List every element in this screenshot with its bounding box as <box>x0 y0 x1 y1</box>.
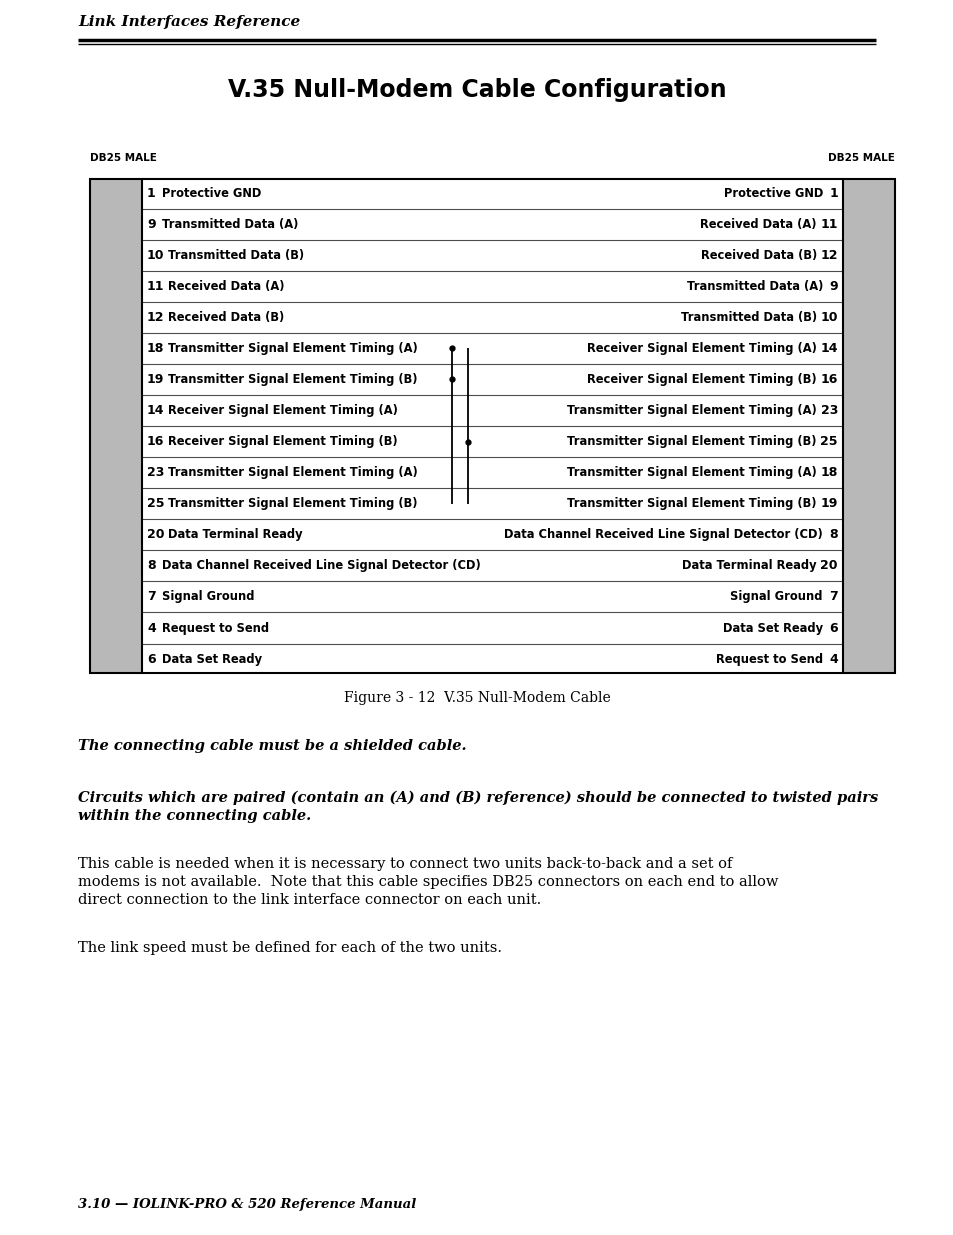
Text: 12: 12 <box>820 248 837 262</box>
Bar <box>842 179 894 673</box>
Text: Data Set Ready: Data Set Ready <box>722 621 822 635</box>
Text: Protective GND: Protective GND <box>162 186 261 200</box>
Text: Transmitter Signal Element Timing (A): Transmitter Signal Element Timing (A) <box>567 404 816 417</box>
Text: 25: 25 <box>820 435 837 448</box>
Text: 9: 9 <box>147 217 155 231</box>
Text: 25: 25 <box>147 498 164 510</box>
Text: 23: 23 <box>147 466 164 479</box>
Text: Figure 3 - 12  V.35 Null-Modem Cable: Figure 3 - 12 V.35 Null-Modem Cable <box>343 692 610 705</box>
Text: Data Channel Received Line Signal Detector (CD): Data Channel Received Line Signal Detect… <box>162 559 480 572</box>
Text: This cable is needed when it is necessary to connect two units back-to-back and : This cable is needed when it is necessar… <box>78 857 732 871</box>
Text: Transmitted Data (A): Transmitted Data (A) <box>162 217 298 231</box>
Text: 16: 16 <box>147 435 164 448</box>
Text: 4: 4 <box>828 652 837 666</box>
Text: within the connecting cable.: within the connecting cable. <box>78 809 311 823</box>
Text: Transmitter Signal Element Timing (B): Transmitter Signal Element Timing (B) <box>567 498 816 510</box>
Text: 3.10 — IOLINK-PRO & 520 Reference Manual: 3.10 — IOLINK-PRO & 520 Reference Manual <box>78 1198 416 1212</box>
Text: Received Data (B): Received Data (B) <box>168 311 284 324</box>
Text: DB25 MALE: DB25 MALE <box>827 153 894 163</box>
Text: 16: 16 <box>820 373 837 387</box>
Text: Data Set Ready: Data Set Ready <box>162 652 262 666</box>
Text: 20: 20 <box>147 529 164 541</box>
Text: Request to Send: Request to Send <box>715 652 822 666</box>
Text: 8: 8 <box>147 559 155 572</box>
Text: 14: 14 <box>147 404 164 417</box>
Text: Link Interfaces Reference: Link Interfaces Reference <box>78 15 300 28</box>
Text: 6: 6 <box>828 621 837 635</box>
Text: Transmitter Signal Element Timing (A): Transmitter Signal Element Timing (A) <box>168 466 417 479</box>
Text: 7: 7 <box>147 590 155 604</box>
Text: 11: 11 <box>820 217 837 231</box>
Text: Transmitted Data (B): Transmitted Data (B) <box>168 248 304 262</box>
Text: Received Data (B): Received Data (B) <box>700 248 816 262</box>
Text: Receiver Signal Element Timing (A): Receiver Signal Element Timing (A) <box>586 342 816 354</box>
Text: Received Data (A): Received Data (A) <box>168 280 284 293</box>
Text: Transmitted Data (A): Transmitted Data (A) <box>686 280 822 293</box>
Text: 6: 6 <box>147 652 155 666</box>
Text: 4: 4 <box>147 621 155 635</box>
Text: 9: 9 <box>828 280 837 293</box>
Text: 14: 14 <box>820 342 837 354</box>
Text: Transmitter Signal Element Timing (B): Transmitter Signal Element Timing (B) <box>567 435 816 448</box>
Text: 8: 8 <box>828 529 837 541</box>
Text: Receiver Signal Element Timing (B): Receiver Signal Element Timing (B) <box>168 435 397 448</box>
Text: 19: 19 <box>820 498 837 510</box>
Text: Request to Send: Request to Send <box>162 621 269 635</box>
Text: Receiver Signal Element Timing (B): Receiver Signal Element Timing (B) <box>587 373 816 387</box>
Text: Transmitter Signal Element Timing (B): Transmitter Signal Element Timing (B) <box>168 498 417 510</box>
Text: 1: 1 <box>828 186 837 200</box>
Text: The link speed must be defined for each of the two units.: The link speed must be defined for each … <box>78 941 501 955</box>
Text: 19: 19 <box>147 373 164 387</box>
Text: Data Terminal Ready: Data Terminal Ready <box>681 559 816 572</box>
Text: Signal Ground: Signal Ground <box>162 590 254 604</box>
Text: 10: 10 <box>147 248 164 262</box>
Text: modems is not available.  Note that this cable specifies DB25 connectors on each: modems is not available. Note that this … <box>78 876 778 889</box>
Text: DB25 MALE: DB25 MALE <box>90 153 156 163</box>
Text: Transmitter Signal Element Timing (A): Transmitter Signal Element Timing (A) <box>168 342 417 354</box>
Text: 7: 7 <box>828 590 837 604</box>
Text: direct connection to the link interface connector on each unit.: direct connection to the link interface … <box>78 893 540 906</box>
Text: 18: 18 <box>147 342 164 354</box>
Text: 10: 10 <box>820 311 837 324</box>
Text: 23: 23 <box>820 404 837 417</box>
Text: Protective GND: Protective GND <box>723 186 822 200</box>
Text: Transmitter Signal Element Timing (A): Transmitter Signal Element Timing (A) <box>567 466 816 479</box>
Text: The connecting cable must be a shielded cable.: The connecting cable must be a shielded … <box>78 739 466 753</box>
Text: Circuits which are paired (contain an (A) and (B) reference) should be connected: Circuits which are paired (contain an (A… <box>78 792 878 805</box>
Text: 18: 18 <box>820 466 837 479</box>
Text: Transmitter Signal Element Timing (B): Transmitter Signal Element Timing (B) <box>168 373 417 387</box>
Text: Transmitted Data (B): Transmitted Data (B) <box>680 311 816 324</box>
Bar <box>90 179 142 673</box>
Text: Receiver Signal Element Timing (A): Receiver Signal Element Timing (A) <box>168 404 397 417</box>
Text: 12: 12 <box>147 311 164 324</box>
Text: 11: 11 <box>147 280 164 293</box>
Text: Signal Ground: Signal Ground <box>730 590 822 604</box>
Text: 20: 20 <box>820 559 837 572</box>
Text: Data Terminal Ready: Data Terminal Ready <box>168 529 302 541</box>
Text: 1: 1 <box>147 186 155 200</box>
Text: Received Data (A): Received Data (A) <box>700 217 816 231</box>
Text: V.35 Null-Modem Cable Configuration: V.35 Null-Modem Cable Configuration <box>228 78 725 103</box>
Text: Data Channel Received Line Signal Detector (CD): Data Channel Received Line Signal Detect… <box>504 529 822 541</box>
